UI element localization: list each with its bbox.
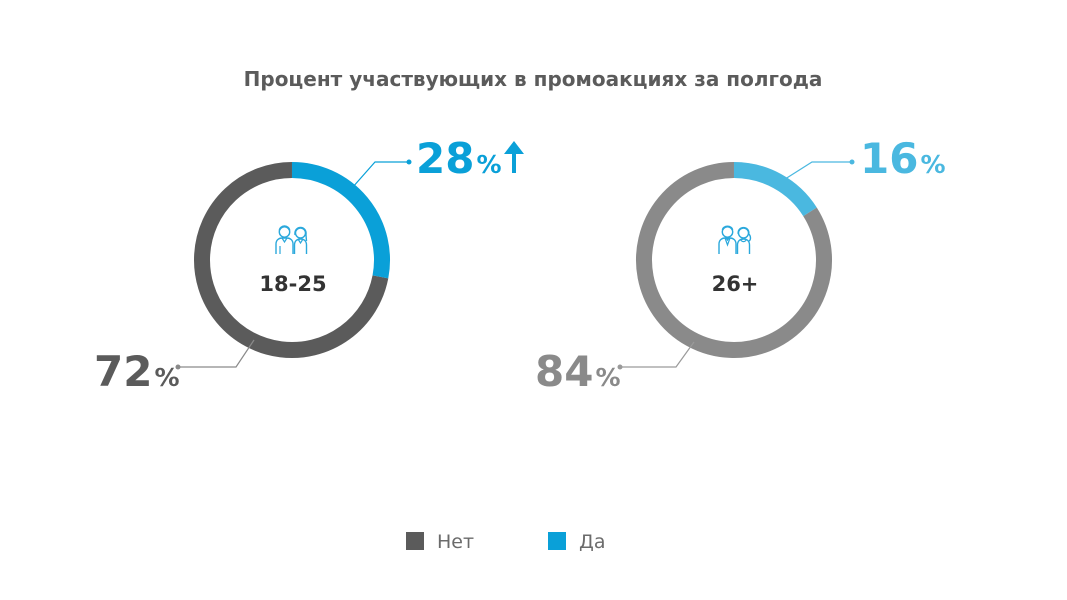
legend-item-da: Да: [548, 531, 606, 553]
chart-title: Процент участвующих в промоакциях за пол…: [244, 67, 823, 91]
leader-line-net: [178, 339, 255, 368]
value-label-da-number: 28: [416, 134, 474, 183]
leader-line-da: [781, 161, 852, 182]
value-label-da: 16%: [860, 134, 946, 183]
value-label-net-unit: %: [595, 363, 620, 392]
value-label-net: 72%: [94, 347, 180, 396]
legend-item-net: Нет: [406, 531, 474, 553]
leader-line-net: [620, 341, 695, 368]
up-arrow-icon: [504, 141, 524, 173]
value-label-da: 28%: [416, 134, 502, 183]
slice-da: [733, 162, 817, 217]
leader-dot-da: [406, 159, 412, 165]
legend-label-da: Да: [579, 531, 606, 553]
leader-dot-da: [849, 159, 855, 165]
leader-dot-net: [617, 364, 623, 370]
value-label-net: 84%: [535, 347, 621, 396]
leader-line-da: [351, 161, 409, 189]
value-label-da-unit: %: [920, 150, 945, 179]
leader-dot-net: [175, 364, 181, 370]
value-label-net-unit: %: [154, 363, 179, 392]
adult-couple-icon: [718, 225, 752, 255]
young-couple-icon: [275, 225, 308, 255]
slice-net: [194, 162, 389, 358]
donut-chart-26-plus: 26+ 16% 84%: [535, 134, 946, 396]
value-label-da-number: 16: [860, 134, 918, 183]
value-label-da-unit: %: [476, 150, 501, 179]
legend: Нет Да: [406, 531, 606, 553]
slice-da: [291, 162, 390, 279]
center-label: 26+: [712, 272, 759, 296]
legend-swatch-net: [406, 532, 424, 550]
value-label-net-number: 72: [94, 347, 152, 396]
donut-chart-18-25: 18-25 28% 72%: [94, 134, 524, 396]
value-label-net-number: 84: [535, 347, 593, 396]
legend-label-net: Нет: [437, 531, 474, 553]
center-label: 18-25: [259, 272, 326, 296]
legend-swatch-da: [548, 532, 566, 550]
slice-net: [636, 162, 832, 358]
